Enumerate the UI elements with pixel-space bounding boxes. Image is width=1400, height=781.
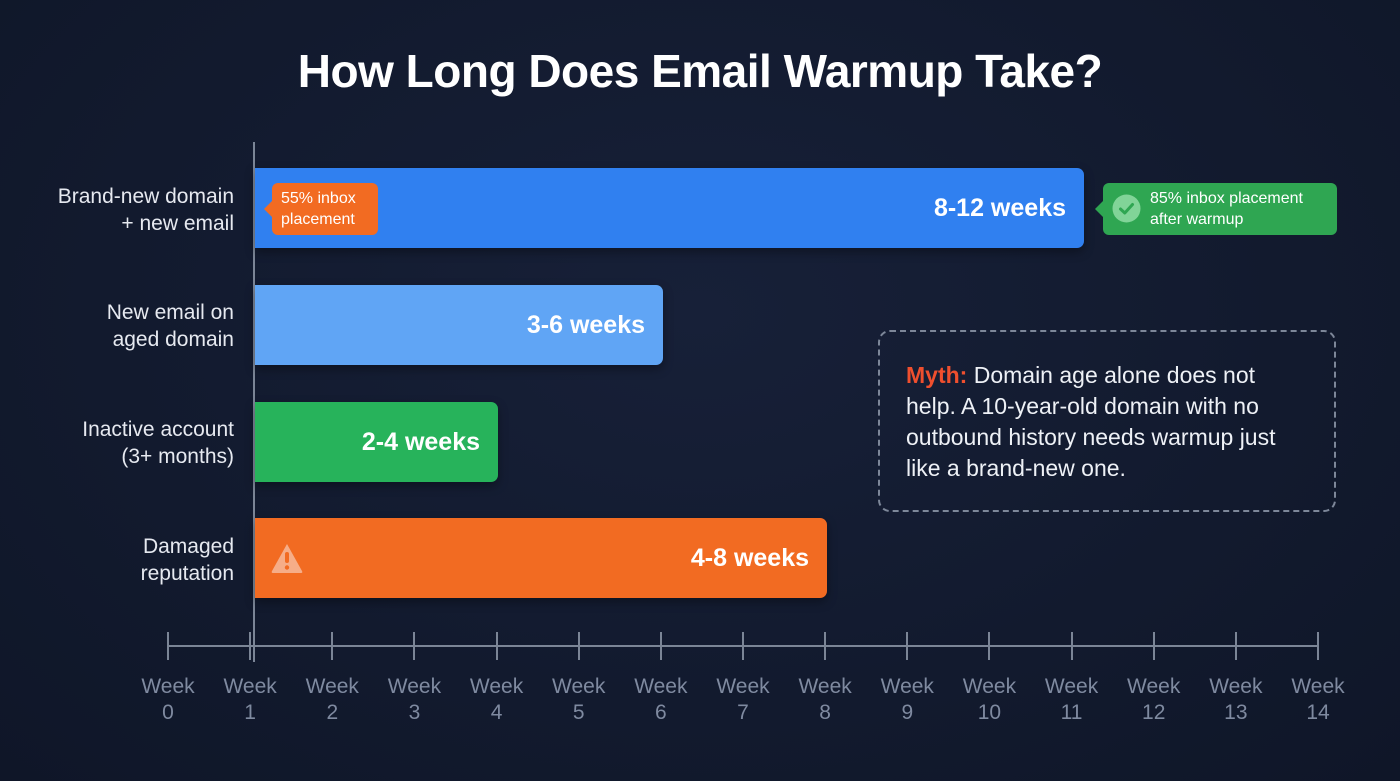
x-axis-tick xyxy=(824,632,827,660)
tick-label-week: Week xyxy=(1127,675,1181,698)
row-label-brand-new: Brand-new domain + new email xyxy=(57,185,234,235)
row-label-inactive: Inactive account (3+ months) xyxy=(82,418,234,468)
x-axis-tick xyxy=(1152,632,1155,660)
tick-label-week: Week xyxy=(387,675,442,698)
tick-label-number: 12 xyxy=(1142,701,1166,724)
tick-label-week: Week xyxy=(141,675,195,698)
bar-value-label: 2-4 weeks xyxy=(361,428,480,456)
bar-value-label: 3-6 weeks xyxy=(526,311,645,339)
bar-value-label: 8-12 weeks xyxy=(933,194,1066,222)
x-axis-tick-label: Week 9 xyxy=(867,674,947,726)
tick-label-number: 0 xyxy=(162,701,174,724)
x-axis-tick xyxy=(413,632,416,660)
x-axis-tick-label: Week 13 xyxy=(1196,674,1276,726)
tick-label-number: 11 xyxy=(1060,701,1083,724)
tick-label-number: 1 xyxy=(244,701,256,724)
x-axis-tick xyxy=(577,632,580,660)
tick-label-number: 9 xyxy=(901,701,914,724)
tick-label-week: Week xyxy=(305,675,359,698)
x-axis-tick-label: Week 0 xyxy=(128,674,208,726)
tick-label-number: 8 xyxy=(819,701,831,724)
tick-label-number: 13 xyxy=(1224,701,1248,724)
row-label-damaged: Damaged reputation xyxy=(140,535,234,585)
tick-label-week: Week xyxy=(1291,675,1345,698)
bar-brand-new: 8-12 weeks xyxy=(255,168,1084,248)
tick-label-week: Week xyxy=(1044,675,1099,698)
tick-label-week: Week xyxy=(1209,675,1263,698)
myth-note-box: Myth: Domain age alone does not help. A … xyxy=(878,330,1336,512)
x-axis-tick-label: Week 12 xyxy=(1114,674,1194,726)
x-axis-tick xyxy=(249,632,252,660)
check-circle-icon xyxy=(1112,194,1141,223)
tick-label-week: Week xyxy=(798,675,852,698)
x-axis-tick xyxy=(988,632,991,660)
warning-icon xyxy=(271,544,303,573)
x-axis-tick-label: Week 2 xyxy=(292,674,372,726)
tick-label-number: 4 xyxy=(490,701,503,724)
bar-aged-domain: 3-6 weeks xyxy=(255,285,663,365)
x-axis-tick-label: Week 7 xyxy=(703,674,783,726)
tick-label-number: 3 xyxy=(408,701,421,724)
x-axis-tick-label: Week 5 xyxy=(539,674,619,726)
x-axis-tick xyxy=(659,632,662,660)
x-axis-tick xyxy=(331,632,334,660)
tick-label-week: Week xyxy=(962,675,1017,698)
x-axis-tick-label: Week 14 xyxy=(1278,674,1358,726)
tick-label-week: Week xyxy=(469,675,524,698)
callout-text: 85% inbox placement after warmup xyxy=(1150,190,1303,228)
tick-label-week: Week xyxy=(552,675,606,698)
tick-label-number: 6 xyxy=(655,701,667,724)
callout-text: 55% inbox placement xyxy=(281,190,356,228)
x-axis-tick-label: Week 1 xyxy=(210,674,290,726)
tick-label-number: 2 xyxy=(326,701,339,724)
tick-label-number: 14 xyxy=(1306,701,1330,724)
tick-label-week: Week xyxy=(880,675,934,698)
chart-title: How Long Does Email Warmup Take? xyxy=(297,45,1103,97)
tick-label-number: 5 xyxy=(572,701,585,724)
x-axis-tick-label: Week 8 xyxy=(785,674,865,726)
row-label-aged-domain: New email on aged domain xyxy=(106,301,234,351)
y-axis-line xyxy=(253,142,255,662)
tick-label-number: 7 xyxy=(737,701,749,724)
bar-value-label: 4-8 weeks xyxy=(690,544,809,572)
tick-label-week: Week xyxy=(223,675,277,698)
bar-inactive: 2-4 weeks xyxy=(255,402,498,482)
callout-initial-inbox-placement: 55% inbox placement xyxy=(264,183,378,235)
tick-label-week: Week xyxy=(716,675,770,698)
x-axis-tick-label: Week 11 xyxy=(1032,674,1112,726)
x-axis-tick xyxy=(742,632,744,660)
x-axis-tick xyxy=(1317,632,1319,660)
myth-text: Domain age alone does not help. A 10-yea… xyxy=(906,362,1276,481)
x-axis-tick xyxy=(1070,632,1073,660)
x-axis-tick-label: Week 3 xyxy=(374,674,454,726)
x-axis-tick xyxy=(1234,632,1237,660)
myth-label: Myth: xyxy=(906,362,968,388)
callout-after-warmup-placement: 85% inbox placement after warmup xyxy=(1095,183,1337,235)
x-axis-tick xyxy=(495,632,498,660)
bar-damaged: 4-8 weeks xyxy=(255,518,827,598)
x-axis-tick-label: Week 4 xyxy=(457,674,537,726)
x-axis-tick xyxy=(906,632,909,660)
tick-label-week: Week xyxy=(634,675,688,698)
x-axis-tick xyxy=(167,632,169,660)
x-axis-tick-label: Week 10 xyxy=(949,674,1029,726)
tick-label-number: 10 xyxy=(977,701,1002,724)
x-axis-tick-label: Week 6 xyxy=(621,674,701,726)
